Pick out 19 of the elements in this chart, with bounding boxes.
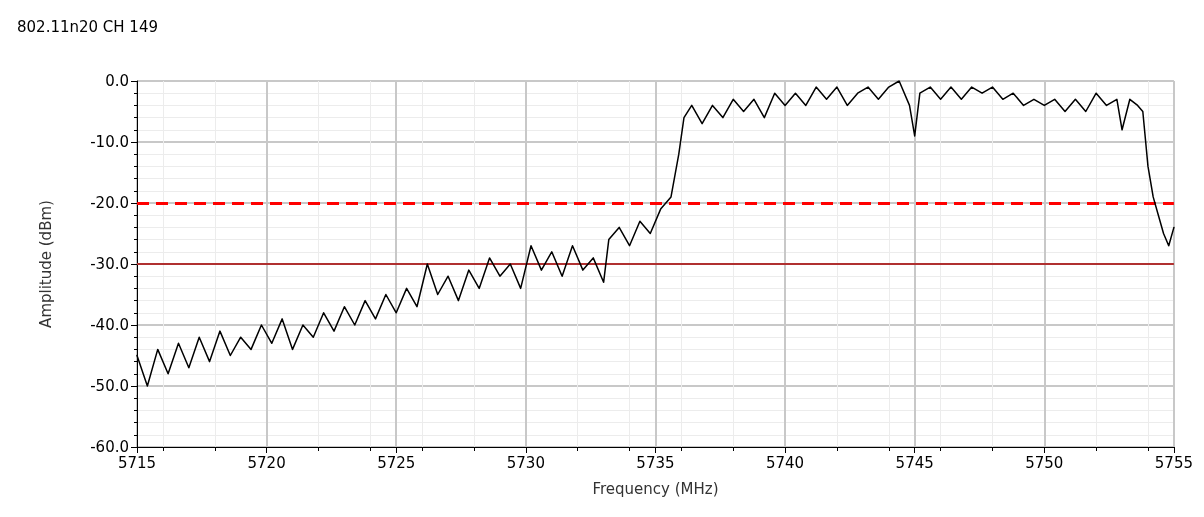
x-tick-label: 5720 <box>247 453 286 472</box>
y-axis-title: Amplitude (dBm) <box>36 200 55 328</box>
y-tick-label: 0.0 <box>105 72 129 90</box>
y-tick-label: -30.0 <box>90 255 129 273</box>
x-tick-label: 5740 <box>765 453 805 472</box>
y-tick-label: -50.0 <box>90 377 129 395</box>
y-tick-label: -60.0 <box>90 438 129 456</box>
chart-title: 802.11n20 CH 149 <box>17 17 158 36</box>
x-tick-label: 5730 <box>506 453 545 472</box>
x-tick-label: 5735 <box>636 453 675 472</box>
y-tick-label: -20.0 <box>90 194 129 212</box>
x-tick-label: 5715 <box>117 453 157 472</box>
x-tick-label: 5750 <box>1025 453 1064 472</box>
y-tick-label: -40.0 <box>90 316 129 334</box>
x-tick-label: 5725 <box>377 453 416 472</box>
x-tick-label: 5745 <box>895 453 934 472</box>
y-tick-label: -10.0 <box>90 133 129 151</box>
x-axis-title: Frequency (MHz) <box>592 479 719 498</box>
x-tick-label: 5755 <box>1154 453 1194 472</box>
